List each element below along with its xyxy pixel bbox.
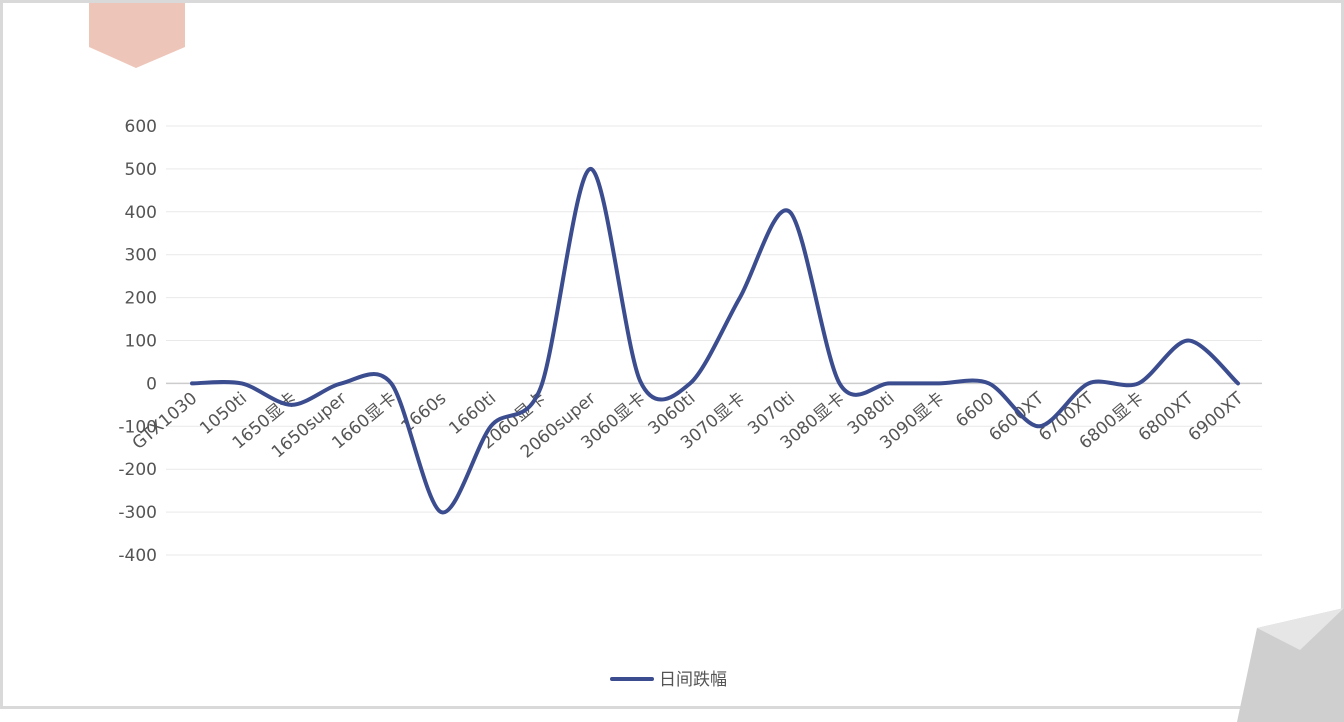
data-point[interactable]: [290, 403, 294, 407]
series-line[interactable]: [190, 166, 1240, 515]
data-point[interactable]: [1037, 424, 1041, 428]
y-tick-label: -400: [118, 546, 157, 566]
data-point[interactable]: [1236, 381, 1240, 385]
y-tick-label: 200: [125, 289, 157, 309]
ribbon-tab: [89, 3, 185, 68]
y-tick-label: -100: [118, 417, 157, 437]
data-point[interactable]: [539, 386, 543, 390]
page-curl: [1237, 608, 1344, 722]
data-point[interactable]: [588, 167, 592, 171]
legend-label: 日间跌幅: [659, 670, 727, 690]
y-tick-label: -200: [118, 460, 157, 480]
data-point[interactable]: [638, 379, 642, 383]
y-tick-label: -300: [118, 503, 157, 523]
y-tick-label: 300: [125, 246, 157, 266]
grid-lines: [166, 125, 1262, 556]
y-tick-label: 100: [125, 332, 157, 352]
y-axis-ticks: 600 500 400 300 200 100 0 -100 -200 -300 -400: [118, 117, 157, 566]
data-point[interactable]: [838, 381, 842, 385]
data-point[interactable]: [1186, 339, 1190, 343]
y-tick-label: 0: [146, 374, 157, 394]
legend[interactable]: 日间跌幅: [610, 670, 727, 690]
data-point[interactable]: [688, 381, 692, 385]
data-point[interactable]: [788, 210, 792, 214]
data-point[interactable]: [987, 381, 991, 385]
data-point[interactable]: [190, 381, 194, 385]
data-point[interactable]: [489, 424, 493, 428]
data-point[interactable]: [339, 381, 343, 385]
y-tick-label: 600: [125, 117, 157, 137]
data-point[interactable]: [1136, 381, 1140, 385]
data-point[interactable]: [389, 381, 393, 385]
data-point[interactable]: [1087, 381, 1091, 385]
data-point[interactable]: [439, 510, 443, 514]
data-point[interactable]: [887, 381, 891, 385]
y-tick-label: 400: [125, 203, 157, 223]
data-point[interactable]: [937, 381, 941, 385]
data-point[interactable]: [240, 381, 244, 385]
y-tick-label: 500: [125, 160, 157, 180]
series-layer: [190, 166, 1240, 515]
data-point[interactable]: [738, 296, 742, 300]
page-curl-highlight: [1257, 608, 1344, 650]
